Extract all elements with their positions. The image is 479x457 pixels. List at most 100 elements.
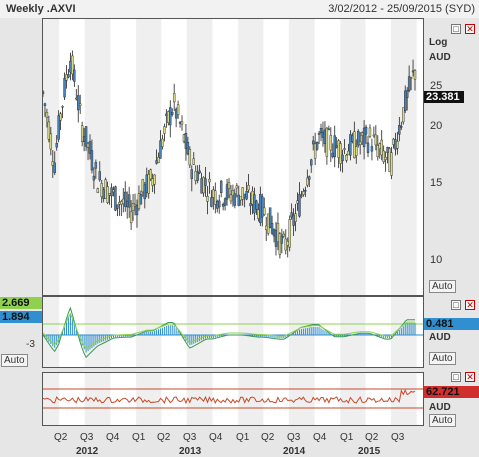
quarter-label: Q4	[209, 432, 223, 443]
quarter-band	[84, 19, 111, 295]
price-tick-20: 20	[430, 120, 443, 132]
candle-body	[125, 200, 129, 208]
candle-body	[131, 202, 135, 212]
maximize-price-icon[interactable]: □	[451, 24, 461, 34]
candle-body	[165, 113, 168, 116]
last-price-tag: 23.381	[424, 91, 464, 103]
candle-body	[116, 204, 119, 209]
candle-body	[55, 143, 58, 148]
maximize-rsi-icon[interactable]: □	[451, 372, 461, 382]
candle-body	[302, 191, 305, 195]
candle-body	[261, 196, 264, 218]
candle-body	[274, 230, 278, 247]
candle-body	[321, 132, 325, 138]
candle-body	[75, 97, 78, 100]
candle-body	[268, 207, 272, 229]
candle-body	[394, 139, 397, 150]
candle-body	[100, 183, 103, 198]
rsi-line	[43, 388, 416, 405]
candle-body	[413, 70, 417, 80]
candle-body	[110, 187, 113, 197]
candle-body	[43, 103, 47, 106]
macd-auto-button[interactable]: Auto	[1, 354, 28, 367]
candle-body	[292, 214, 295, 226]
candle-body	[73, 69, 76, 82]
year-label: 2013	[179, 446, 202, 457]
candle-body	[378, 143, 381, 149]
price-currency: AUD	[429, 52, 451, 63]
candle-body	[163, 126, 166, 134]
candle-body	[198, 170, 201, 174]
candle-body	[102, 189, 105, 199]
macd-auto-button-right[interactable]: Auto	[429, 352, 456, 365]
candle-body	[135, 205, 139, 216]
macd-signal-line	[43, 312, 415, 350]
candle-body	[190, 169, 194, 179]
quarter-band	[238, 373, 264, 425]
candle-body	[255, 200, 258, 210]
price-panel	[42, 18, 424, 296]
candle-body	[49, 133, 53, 150]
candle-body	[347, 150, 350, 156]
candle-body	[343, 148, 346, 150]
candle-body	[315, 142, 319, 150]
candle-body	[402, 107, 405, 123]
candle-body	[124, 191, 127, 207]
candle-body	[306, 177, 309, 186]
candle-body	[210, 197, 213, 207]
candle-body	[337, 140, 340, 158]
candle-body	[171, 112, 174, 115]
candle-body	[45, 112, 49, 118]
candle-body	[155, 160, 158, 164]
candle-body	[231, 190, 235, 196]
maximize-macd-icon[interactable]: □	[451, 300, 461, 310]
quarter-band	[43, 19, 60, 295]
candle-body	[251, 190, 254, 205]
candle-body	[313, 143, 317, 159]
candle-body	[208, 178, 211, 183]
candle-body	[388, 148, 391, 172]
candle-body	[153, 174, 156, 185]
candle-body	[382, 150, 385, 163]
candle-body	[96, 188, 100, 193]
candle-body	[77, 95, 80, 111]
candle-body	[270, 223, 274, 234]
rsi-plot	[43, 373, 423, 425]
candle-body	[53, 162, 56, 173]
price-auto-button[interactable]: Auto	[429, 280, 456, 293]
rsi-auto-button[interactable]: Auto	[429, 414, 456, 427]
candle-body	[204, 178, 207, 186]
candle-body	[341, 154, 344, 162]
quarter-label: Q1	[132, 432, 146, 443]
quarter-band	[390, 19, 417, 295]
candle-body	[118, 202, 121, 205]
candle-body	[157, 157, 160, 163]
candle-body	[206, 196, 209, 202]
candle-body	[227, 182, 231, 189]
candle-body	[304, 189, 307, 192]
candle-body	[214, 190, 217, 205]
close-rsi-icon[interactable]: ✕	[465, 372, 475, 382]
candle-body	[323, 129, 327, 144]
year-label: 2012	[76, 446, 99, 457]
candle-body	[253, 194, 256, 214]
candle-body	[139, 194, 143, 205]
macd-neg-tick: -3	[26, 339, 35, 350]
quarter-label: Q1	[340, 432, 354, 443]
x-axis: Q2 Q3 Q4 Q1 Q2 Q3 Q4 Q1 Q2 Q3 Q4 Q1 Q2 Q…	[0, 428, 479, 457]
close-macd-icon[interactable]: ✕	[465, 300, 475, 310]
candle-body	[241, 187, 244, 200]
macd-value-b: 1.894	[0, 311, 42, 323]
candle-body	[186, 142, 190, 155]
macd-plot	[43, 297, 423, 367]
candle-body	[84, 126, 88, 147]
candle-body	[120, 201, 123, 205]
candle-body	[65, 74, 68, 81]
candle-body	[200, 178, 203, 194]
candle-body	[59, 113, 62, 121]
candle-body	[319, 128, 323, 133]
candle-body	[174, 108, 178, 119]
close-price-icon[interactable]: ✕	[465, 24, 475, 34]
candle-body	[98, 171, 101, 181]
candle-body	[366, 142, 370, 153]
